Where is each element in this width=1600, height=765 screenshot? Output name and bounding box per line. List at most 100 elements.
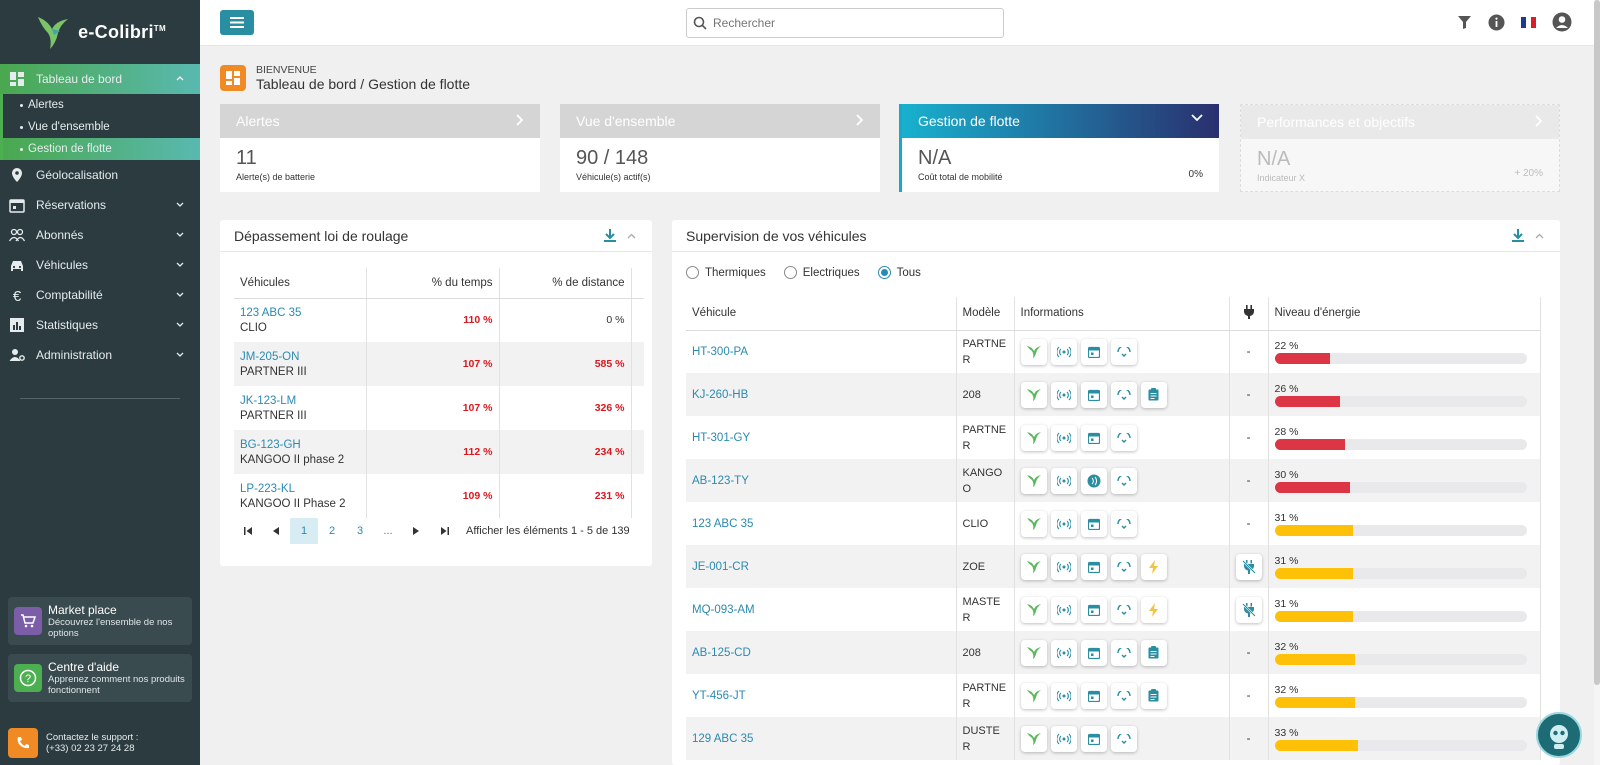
table-row[interactable]: AB-125-CD 208 - 32 % [686,631,1541,674]
chevron-up-icon[interactable] [1535,233,1544,239]
search-input[interactable] [713,16,983,30]
lightning-icon[interactable] [1140,596,1167,623]
vehicle-plate-link[interactable]: KJ-260-HB [692,388,749,401]
sidebar-item-2[interactable]: Réservations [0,190,200,220]
first-page-button[interactable] [234,518,262,544]
clipboard-icon[interactable] [1140,381,1167,408]
signal-icon[interactable] [1050,553,1077,580]
table-row[interactable]: AB-123-TY KANGOO - 30 % [686,459,1541,502]
table-row[interactable]: 123 ABC 35 CLIO - 31 % [686,502,1541,545]
table-row[interactable]: BG-123-GH KANGOO II phase 2 112 % 234 % [234,430,644,474]
colibri-icon[interactable] [1020,596,1047,623]
sidebar-item-3[interactable]: Abonnés [0,220,200,250]
page-2-button[interactable]: 2 [328,525,336,537]
col-informations[interactable]: Informations [1014,297,1230,331]
menu-toggle-button[interactable] [220,10,254,35]
download-icon[interactable] [1511,228,1525,243]
col-niveau-energie[interactable]: Niveau d'énergie [1268,297,1541,331]
signal-icon[interactable] [1050,639,1077,666]
vehicle-plate-link[interactable]: HT-300-PA [692,345,749,358]
sidebar-item-4[interactable]: Véhicules [0,250,200,280]
sidebar-item-1[interactable]: Géolocalisation [0,160,200,190]
last-page-button[interactable] [430,518,458,544]
table-row[interactable]: HT-301-GY PARTNER - 28 % [686,416,1541,459]
signal-icon[interactable] [1050,467,1077,494]
table-row[interactable]: JK-123-LM PARTNER III 107 % 326 % [234,386,644,430]
kpi-card-gestion-flotte[interactable]: Gestion de flotte N/A Coût total de mobi… [899,104,1219,192]
download-icon[interactable] [603,228,617,243]
info-icon[interactable] [1488,14,1505,31]
signal-icon[interactable] [1050,682,1077,709]
col-charge[interactable] [1229,297,1269,331]
sidebar-subitem-1[interactable]: Vue d'ensemble [0,116,200,138]
table-row[interactable]: 123 ABC 35 CLIO 110 % 0 % [234,298,644,342]
connection-icon[interactable] [1110,467,1137,494]
vehicle-plate-link[interactable]: 123 ABC 35 [240,306,302,319]
table-row[interactable]: HT-300-PA PARTNER - 22 % [686,330,1541,373]
colibri-icon[interactable] [1020,467,1047,494]
page-scrollbar[interactable] [1594,0,1600,765]
vehicle-plate-link[interactable]: MQ-093-AM [692,603,755,616]
connection-icon[interactable] [1110,596,1137,623]
lightning-icon[interactable] [1140,553,1167,580]
chevron-up-icon[interactable] [627,233,636,239]
vehicle-plate-link[interactable]: LP-223-KL [240,482,295,495]
colibri-icon[interactable] [1020,381,1047,408]
col-pct-temps[interactable]: % du temps [366,268,500,299]
calendar-icon[interactable] [1080,553,1107,580]
col-vehicule[interactable]: Véhicule [686,297,957,331]
market-place-card[interactable]: Market place Découvrez l'ensemble de nos… [8,597,192,645]
vehicle-plate-link[interactable]: YT-456-JT [692,689,746,702]
table-row[interactable]: KJ-260-HB 208 - 26 % [686,373,1541,416]
calendar-icon[interactable] [1080,725,1107,752]
kpi-card-alertes[interactable]: Alertes 11 Alerte(s) de batterie [220,104,540,192]
colibri-icon[interactable] [1020,725,1047,752]
connection-icon[interactable] [1110,639,1137,666]
search-box[interactable] [686,8,1004,38]
signal-icon[interactable] [1050,381,1077,408]
table-row[interactable]: JM-205-ON PARTNER III 107 % 585 % [234,342,644,386]
page-1-button[interactable]: 1 [290,518,318,544]
colibri-icon[interactable] [1020,639,1047,666]
help-center-card[interactable]: ? Centre d'aide Apprenez comment nos pro… [8,654,192,702]
colibri-icon[interactable] [1020,424,1047,451]
kpi-card-performances[interactable]: Performances et objectifs N/A Indicateur… [1240,104,1560,192]
vehicle-plate-link[interactable]: JE-001-CR [692,560,749,573]
signal-icon[interactable] [1050,725,1077,752]
calendar-icon[interactable] [1080,639,1107,666]
connection-icon[interactable] [1110,381,1137,408]
vehicle-plate-link[interactable]: JM-205-ON [240,350,300,363]
signal-icon[interactable] [1050,596,1077,623]
french-flag-icon[interactable] [1521,16,1536,28]
connection-icon[interactable] [1110,553,1137,580]
signal-icon[interactable] [1050,424,1077,451]
filter-thermiques[interactable]: Thermiques [686,266,766,279]
table-row[interactable]: LP-223-KL KANGOO II Phase 2 109 % 231 % [234,474,644,518]
colibri-icon[interactable] [1020,682,1047,709]
table-row[interactable]: MQ-093-AM MASTER 31 % [686,588,1541,631]
connection-icon[interactable] [1110,338,1137,365]
chatbot-avatar-button[interactable] [1536,712,1582,758]
calendar-icon[interactable] [1080,682,1107,709]
page-more-button[interactable]: ... [383,525,393,537]
table-row[interactable]: 129 ABC 35 DUSTER - 33 % [686,717,1541,760]
table-row[interactable]: JE-001-CR ZOE 31 % [686,545,1541,588]
support-contact[interactable]: Contactez le support : (+33) 02 23 27 24… [8,728,138,758]
connection-icon[interactable] [1110,510,1137,537]
col-vehicules[interactable]: Véhicules [234,268,367,299]
colibri-icon[interactable] [1020,510,1047,537]
calendar-icon[interactable] [1080,338,1107,365]
table-row[interactable]: YT-456-JT PARTNER - 32 % [686,674,1541,717]
unplugged-icon[interactable] [1235,596,1262,623]
brand-logo[interactable]: e-ColibriTM [0,0,200,64]
calendar-icon[interactable] [1080,424,1107,451]
col-pct-distance[interactable]: % de distance [499,268,632,299]
connection-icon[interactable] [1110,424,1137,451]
vehicle-plate-link[interactable]: BG-123-GH [240,438,301,451]
sidebar-subitem-2[interactable]: Gestion de flotte [0,138,200,160]
calendar-icon[interactable] [1080,596,1107,623]
filter-tous[interactable]: Tous [877,266,921,279]
signal-icon[interactable] [1050,510,1077,537]
clipboard-icon[interactable] [1140,639,1167,666]
sidebar-item-5[interactable]: € Comptabilité [0,280,200,310]
